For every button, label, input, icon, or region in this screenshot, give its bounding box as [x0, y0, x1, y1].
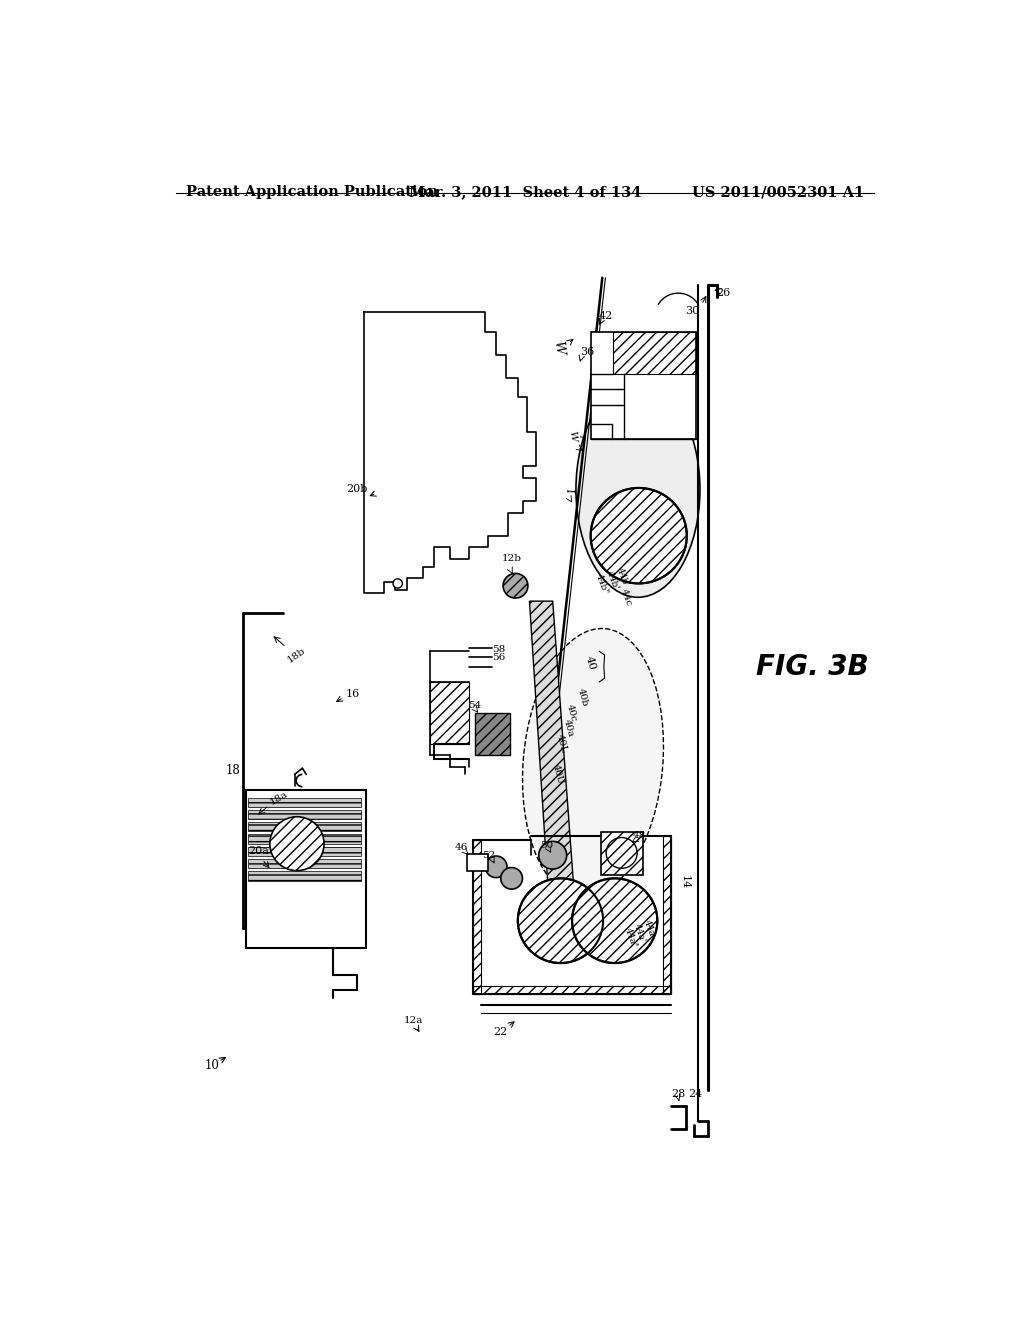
Text: Mar. 3, 2011  Sheet 4 of 134: Mar. 3, 2011 Sheet 4 of 134: [409, 185, 641, 199]
Text: 44c: 44c: [620, 587, 634, 607]
Circle shape: [518, 878, 603, 964]
Circle shape: [393, 578, 402, 589]
Text: 44b": 44b": [594, 573, 609, 595]
Circle shape: [503, 573, 528, 598]
Text: 20b: 20b: [346, 484, 368, 495]
Text: 20a: 20a: [248, 846, 268, 857]
Text: 58: 58: [492, 645, 505, 655]
Bar: [663, 836, 671, 994]
Text: 44a': 44a': [632, 923, 647, 944]
Text: 14: 14: [680, 875, 689, 890]
Text: 28: 28: [671, 1089, 685, 1100]
Text: Patent Application Publication: Patent Application Publication: [186, 185, 438, 199]
Text: 44b: 44b: [615, 566, 630, 586]
Circle shape: [270, 817, 324, 871]
Text: 24: 24: [688, 1089, 702, 1100]
Text: 46: 46: [455, 843, 468, 851]
Text: 12b: 12b: [502, 554, 521, 564]
Bar: [601, 832, 643, 875]
Bar: [248, 859, 360, 869]
Polygon shape: [529, 601, 579, 960]
Bar: [473, 986, 671, 994]
Bar: [467, 854, 488, 871]
Text: 40: 40: [584, 655, 597, 671]
Text: 18: 18: [225, 764, 240, 777]
Bar: [592, 331, 696, 440]
Ellipse shape: [522, 628, 664, 898]
Text: F: F: [577, 433, 586, 440]
Text: 54: 54: [468, 701, 481, 710]
Text: 12a: 12a: [403, 1016, 423, 1026]
Circle shape: [539, 841, 566, 869]
Text: 40b: 40b: [577, 688, 590, 708]
Text: 56: 56: [492, 653, 505, 661]
Text: 36: 36: [581, 347, 595, 358]
Bar: [613, 331, 696, 374]
Text: 30: 30: [685, 306, 699, 315]
Text: 50: 50: [540, 841, 553, 850]
Text: 40U: 40U: [551, 763, 565, 785]
Circle shape: [591, 488, 687, 583]
Bar: [248, 822, 360, 832]
Circle shape: [485, 857, 507, 878]
Circle shape: [572, 878, 657, 964]
Text: 52: 52: [482, 851, 496, 859]
Text: 40L: 40L: [555, 733, 568, 754]
Bar: [248, 797, 360, 807]
Text: 22: 22: [493, 1027, 507, 1038]
Text: 18b: 18b: [286, 645, 308, 664]
Bar: [246, 789, 366, 948]
Text: US 2011/0052301 A1: US 2011/0052301 A1: [692, 185, 864, 199]
Bar: [430, 682, 469, 743]
Bar: [248, 871, 360, 880]
Text: 48: 48: [633, 832, 646, 841]
Text: 40a: 40a: [561, 718, 574, 738]
Text: 42: 42: [599, 312, 613, 321]
Circle shape: [501, 867, 522, 890]
Bar: [248, 810, 360, 818]
Text: 10: 10: [204, 1059, 219, 1072]
Text: W: W: [551, 339, 565, 355]
Text: 26: 26: [716, 288, 730, 298]
Bar: [475, 713, 510, 755]
Bar: [473, 840, 480, 994]
Text: 40c: 40c: [564, 704, 578, 722]
Ellipse shape: [575, 381, 700, 597]
Text: 44a": 44a": [623, 927, 638, 949]
Text: FIG. 3B: FIG. 3B: [756, 652, 868, 681]
Text: W: W: [567, 430, 578, 441]
Text: 44b': 44b': [605, 569, 620, 591]
Text: 18a: 18a: [268, 789, 290, 807]
Bar: [248, 834, 360, 843]
Text: 16: 16: [346, 689, 359, 698]
Circle shape: [606, 838, 637, 869]
Text: I: I: [564, 487, 575, 492]
Bar: [248, 847, 360, 857]
Text: 44a: 44a: [642, 919, 656, 939]
